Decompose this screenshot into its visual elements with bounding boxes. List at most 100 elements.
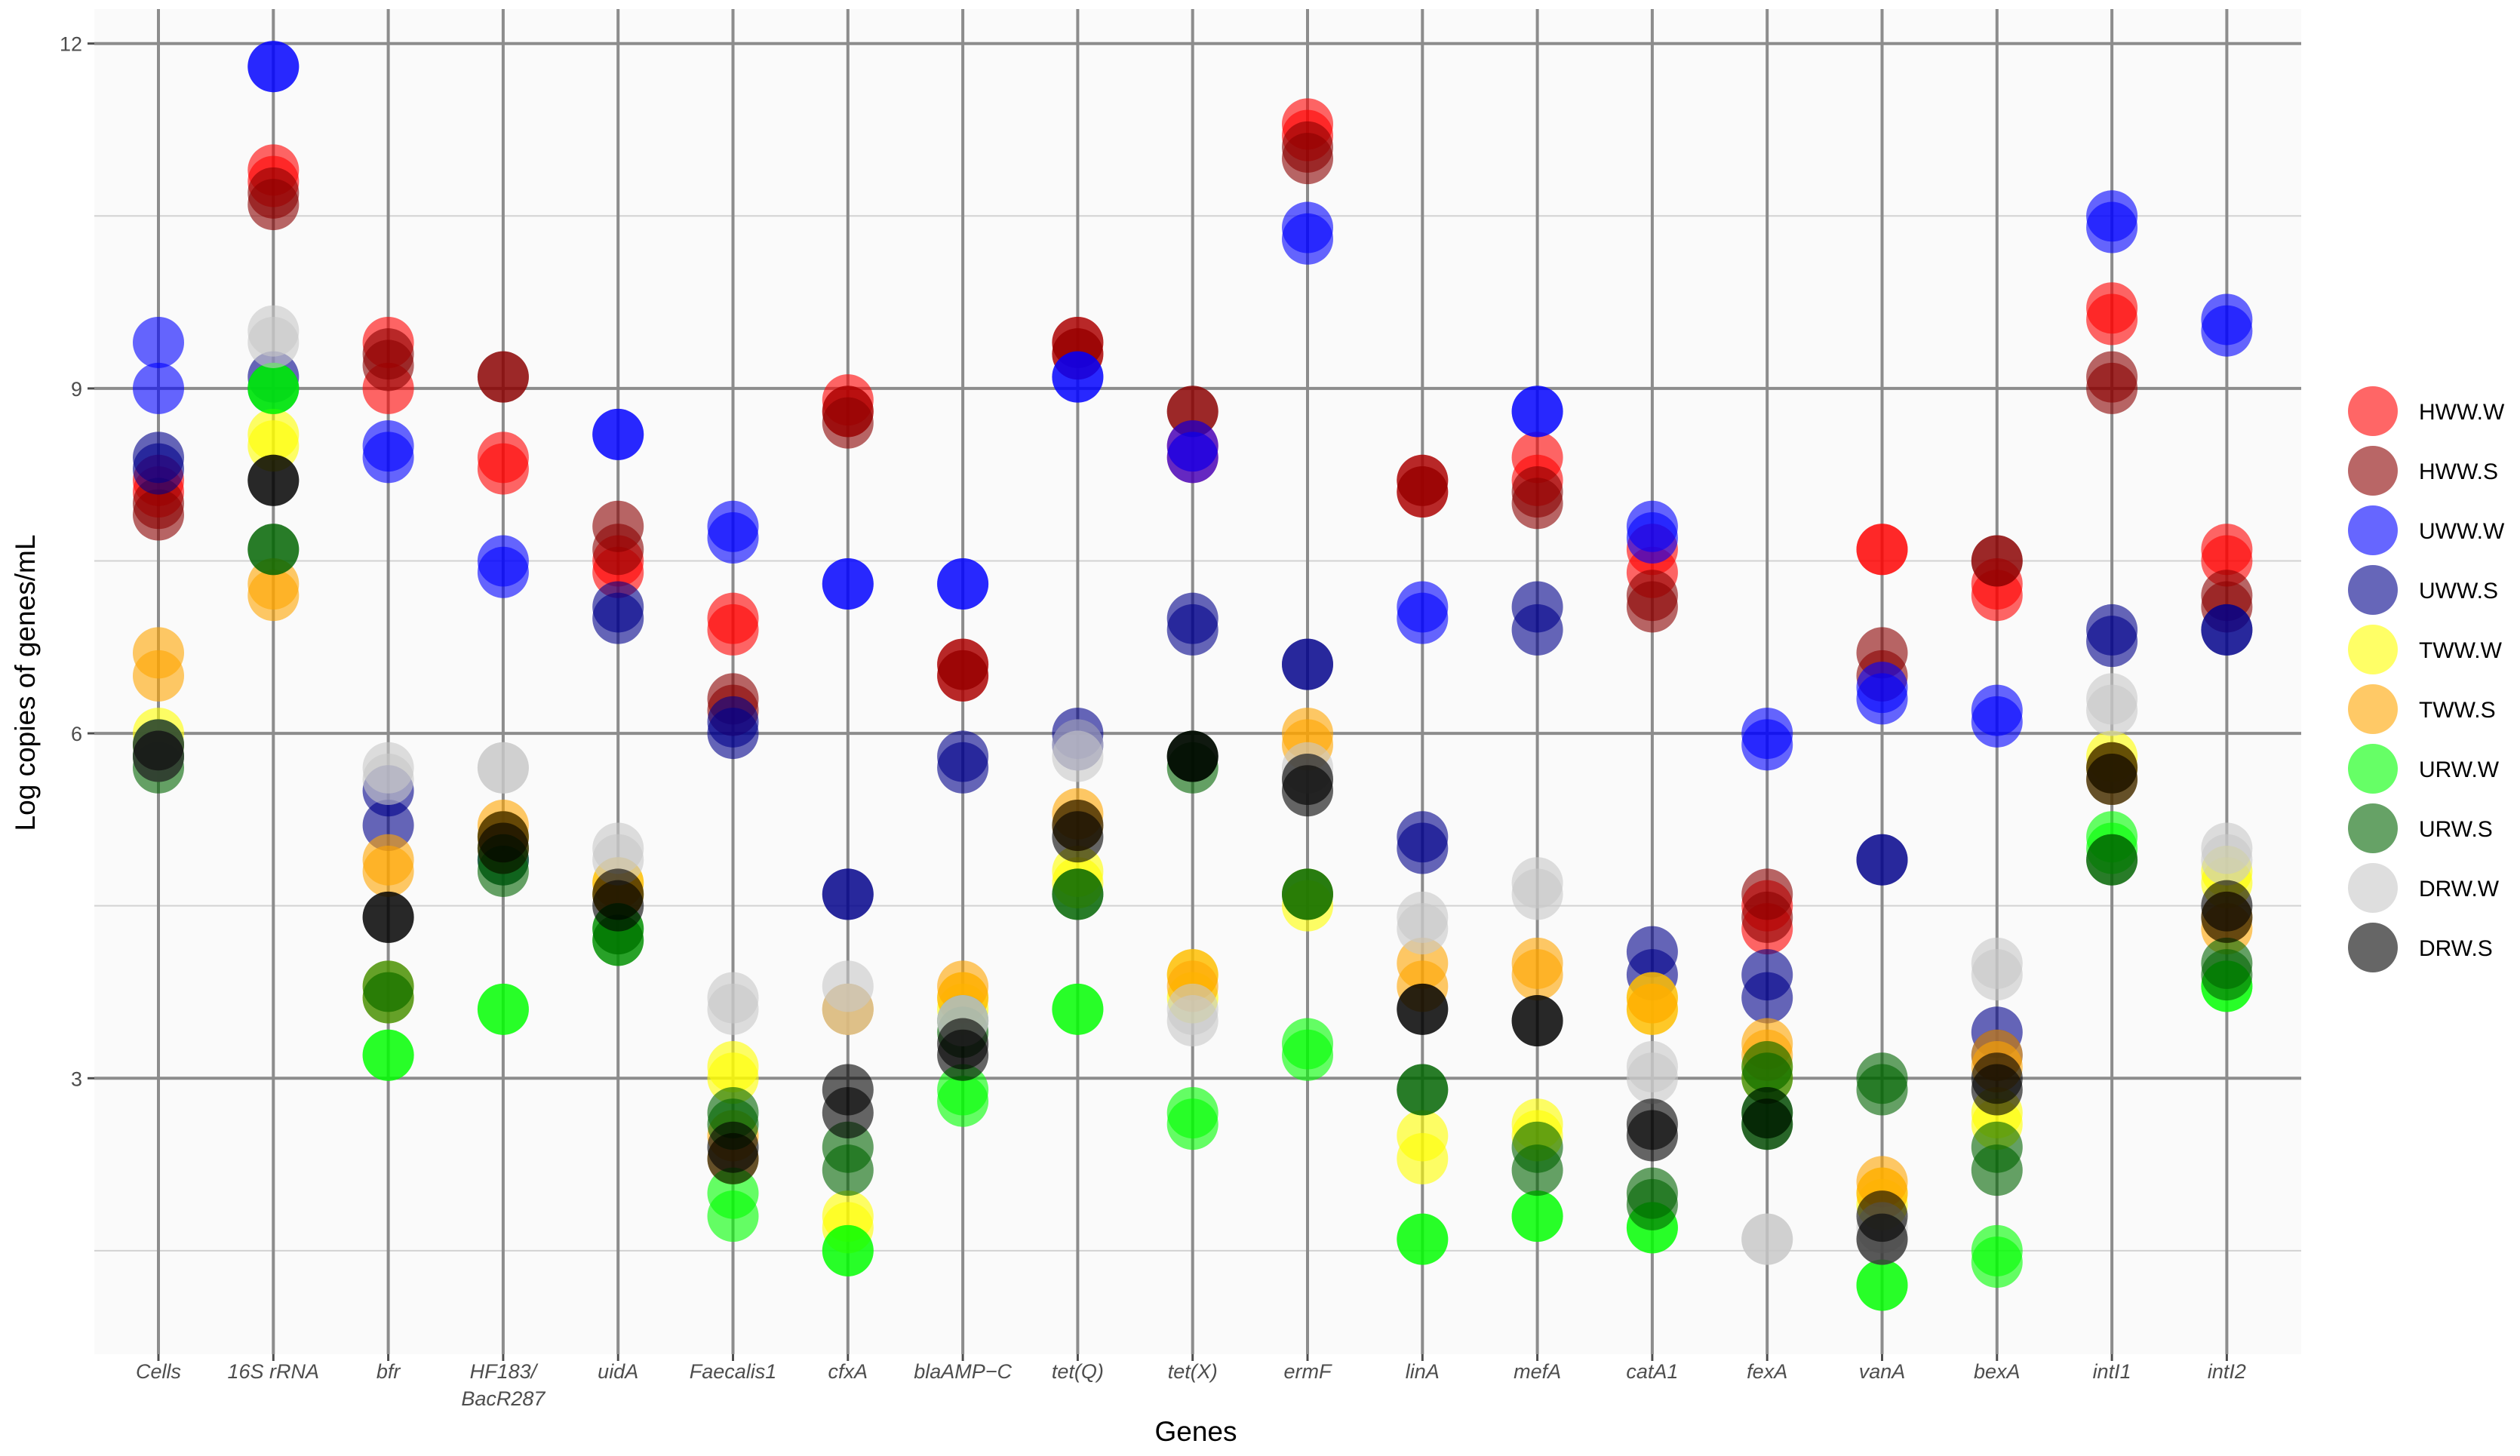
data-point — [1397, 983, 1449, 1035]
data-point — [592, 581, 644, 633]
data-point — [477, 351, 529, 403]
data-point — [1397, 1110, 1449, 1162]
data-point — [822, 1144, 874, 1196]
data-point — [1166, 420, 1219, 472]
x-axis-ticks: Cells 16S rRNA bfr HF183/BacR287 uidA Faecali… — [136, 1354, 2246, 1410]
data-point — [133, 730, 184, 782]
x-tick-label: bfr — [376, 1360, 401, 1383]
data-point — [822, 983, 874, 1035]
data-point — [1166, 995, 1219, 1047]
data-point — [1397, 811, 1449, 863]
data-point — [133, 316, 184, 368]
data-point — [1397, 1064, 1449, 1116]
data-point — [2086, 616, 2138, 668]
data-point — [707, 604, 759, 656]
data-point — [362, 1029, 414, 1081]
data-point — [1511, 1144, 1563, 1196]
legend-label: TWW.S — [2419, 698, 2496, 723]
legend: HWW.W HWW.S UWW.W UWW.S TWW.W TWW.S URW.W URW.S… — [2348, 386, 2505, 972]
data-point — [2201, 891, 2253, 943]
data-point — [133, 443, 184, 495]
x-tick-label: catA1 — [1626, 1360, 1678, 1383]
x-tick-label: Faecalis1 — [690, 1360, 777, 1383]
data-point — [2086, 673, 2138, 725]
data-point — [247, 305, 300, 357]
data-point — [1397, 592, 1449, 644]
data-point — [1741, 1098, 1793, 1150]
data-point — [1282, 868, 1333, 920]
x-tick-label: mefA — [1514, 1360, 1561, 1383]
data-point — [1397, 466, 1449, 518]
data-point — [1741, 949, 1793, 1001]
data-point — [937, 1075, 989, 1127]
data-point — [1052, 983, 1104, 1035]
data-point — [1856, 1259, 1908, 1311]
x-tick-label: ermF — [1284, 1360, 1332, 1383]
minor-gridlines — [94, 215, 2301, 1252]
data-point — [937, 1029, 989, 1081]
data-point — [1856, 1190, 1908, 1243]
data-point — [1971, 696, 2023, 748]
data-point — [1511, 1190, 1563, 1243]
data-point — [1511, 386, 1563, 438]
legend-key — [2348, 863, 2398, 913]
data-point — [1856, 834, 1908, 886]
data-point — [1511, 937, 1563, 989]
y-tick-label: 9 — [71, 378, 82, 401]
data-point — [1511, 478, 1563, 530]
data-point — [1971, 1064, 2023, 1116]
data-point — [822, 397, 874, 449]
data-point — [1282, 213, 1333, 265]
data-point — [1282, 1018, 1333, 1070]
legend-label: HWW.W — [2419, 400, 2505, 425]
data-point — [1971, 535, 2023, 587]
data-point — [362, 742, 414, 794]
data-point — [822, 1086, 874, 1138]
x-tick-label: bexA — [1974, 1360, 2021, 1383]
data-point — [477, 822, 529, 874]
data-point — [1282, 754, 1333, 806]
data-point — [1397, 1213, 1449, 1265]
legend-label: UWW.W — [2419, 519, 2505, 544]
data-point — [1052, 868, 1104, 920]
legend-key — [2348, 803, 2398, 853]
x-tick-label: intI1 — [2093, 1360, 2131, 1383]
data-point — [1166, 1086, 1219, 1138]
data-point — [822, 868, 874, 920]
legend-key — [2348, 744, 2398, 794]
data-point — [937, 650, 989, 702]
data-point — [362, 432, 414, 484]
legend-label: HWW.S — [2419, 459, 2498, 484]
legend-label: URW.W — [2419, 757, 2500, 782]
data-point — [1856, 524, 1908, 576]
data-point — [1626, 1052, 1678, 1104]
data-point — [707, 1132, 759, 1184]
legend-label: DRW.W — [2419, 877, 2500, 902]
data-point — [1626, 570, 1678, 622]
legend-key — [2348, 923, 2398, 972]
data-point — [2201, 937, 2253, 989]
data-point — [937, 730, 989, 782]
data-point — [1971, 1236, 2023, 1289]
x-tick-label: vanA — [1859, 1360, 1906, 1383]
data-point — [477, 983, 529, 1035]
data-point — [2201, 305, 2253, 357]
x-tick-label: 16S rRNA — [228, 1360, 320, 1383]
data-point — [1626, 512, 1678, 564]
data-point — [592, 822, 644, 874]
x-tick-label: blaAMP−C — [914, 1360, 1012, 1383]
data-point — [1626, 983, 1678, 1035]
data-point — [822, 558, 874, 610]
legend-label: DRW.S — [2419, 936, 2493, 961]
data-point — [1052, 351, 1104, 403]
data-point — [1397, 891, 1449, 943]
x-tick-label: intI2 — [2208, 1360, 2246, 1383]
data-point — [822, 1224, 874, 1276]
legend-label: URW.S — [2419, 817, 2493, 842]
x-tick-label: cfxA — [828, 1360, 868, 1383]
x-tick-label: fexA — [1747, 1360, 1787, 1383]
data-point — [362, 972, 414, 1024]
data-point — [1166, 604, 1219, 656]
y-axis-ticks: 3 6 9 12 — [60, 33, 94, 1090]
